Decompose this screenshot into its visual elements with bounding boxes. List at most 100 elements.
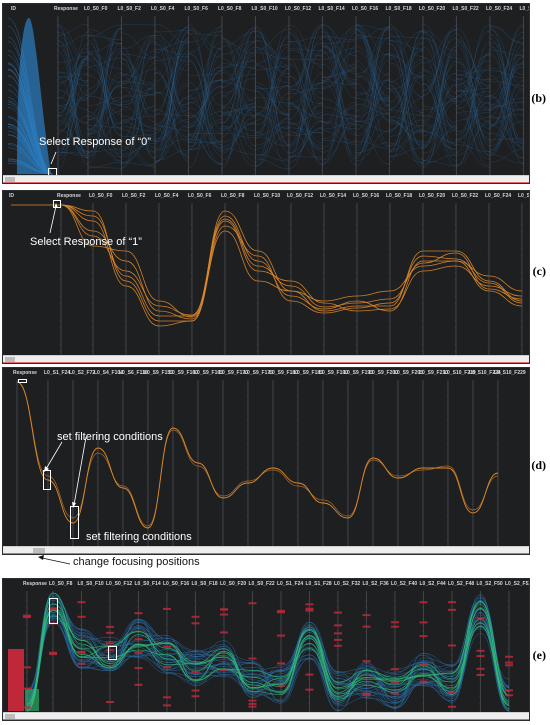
axis-label-l0-s9-f205[interactable]: L0_S9_F205: [394, 370, 423, 376]
axis-label-l0-s0-f18[interactable]: L0_S0_F18: [191, 581, 218, 587]
axis-label-l0-s0-f4[interactable]: L0_S0_F4: [155, 193, 179, 199]
data-line: [322, 98, 357, 116]
axis-label-l0-s0-f12[interactable]: L0_S0_F12: [285, 6, 312, 12]
axis-label-l0-s9-f155[interactable]: L0_S9_F155: [144, 370, 173, 376]
red-marker: [248, 702, 257, 705]
axis-label-l0-s2-f44[interactable]: L0_S2_F44: [419, 581, 446, 587]
axis-label-l0-s0-f4[interactable]: L0_S0_F4: [151, 6, 175, 12]
axis-label-l0-s9-f210[interactable]: L0_S9_F210: [419, 370, 448, 376]
scrollbar-thumb-e[interactable]: [5, 714, 15, 719]
axis-label-l0-s9-f170[interactable]: L0_S9_F170: [219, 370, 248, 376]
axis-label-l0-s0-f24[interactable]: L0_S0_F24: [485, 193, 512, 199]
axis-label-l0-s1-f28[interactable]: L0_S1_F28: [305, 581, 332, 587]
red-marker: [163, 645, 171, 648]
axis-label-l0-s0-f2[interactable]: L0_S0_F2: [117, 6, 141, 12]
axis-label-l0-s2-f50[interactable]: L0_S2_F50: [476, 581, 503, 587]
axis-label-l0-s10-f229[interactable]: L0_S10_F229: [494, 370, 526, 376]
axis-label-l0-s0-f20[interactable]: L0_S0_F20: [220, 581, 247, 587]
axis-label-l0-s0-f22[interactable]: L0_S0_F22: [248, 581, 275, 587]
axis-label-l0-s0-f20[interactable]: L0_S0_F20: [419, 193, 446, 199]
axis-label-l0-s4-f104[interactable]: L0_S4_F104: [94, 370, 123, 376]
axis-label-l0-s0-f26[interactable]: L0_S0_F26: [519, 6, 530, 12]
axis-label-l0-s10-f224[interactable]: L0_S10_F224: [469, 370, 501, 376]
axis-label-l0-s0-f14[interactable]: L0_S0_F14: [134, 581, 161, 587]
axis-label-l0-s0-f2[interactable]: L0_S0_F2: [122, 193, 146, 199]
data-line: [456, 57, 491, 141]
axis-label-l0-s6-f118[interactable]: L0_S6_F118: [119, 370, 148, 376]
axis-label-l0-s9-f185[interactable]: L0_S9_F185: [294, 370, 323, 376]
parallel-coordinates-plot-e[interactable]: [3, 579, 530, 721]
data-line: [355, 29, 390, 122]
axis-label-response[interactable]: Response: [57, 193, 81, 199]
axis-label-l0-s0-f18[interactable]: L0_S0_F18: [386, 193, 413, 199]
axis-label-l0-s0-f14[interactable]: L0_S0_F14: [318, 6, 345, 12]
axis-label-l0-s0-f16[interactable]: L0_S0_F16: [352, 6, 379, 12]
axis-label-l0-s0-f16[interactable]: L0_S0_F16: [163, 581, 190, 587]
axis-label-response[interactable]: Response: [13, 370, 37, 376]
axis-label-l0-s0-f8[interactable]: L0_S0_F8: [218, 6, 242, 12]
parallel-coordinates-plot-d[interactable]: [3, 368, 530, 555]
axis-label-l0-s0-f10[interactable]: L0_S0_F10: [251, 6, 278, 12]
data-line: [26, 607, 510, 706]
axis-label-l0-s0-f22[interactable]: L0_S0_F22: [452, 6, 479, 12]
axis-label-l0-s1-f24[interactable]: L0_S1_F24: [277, 581, 304, 587]
horizontal-scrollbar-e[interactable]: [3, 712, 529, 720]
filter-box-e1[interactable]: [49, 598, 58, 624]
filter-box-1[interactable]: [43, 470, 51, 490]
horizontal-scrollbar-b[interactable]: [3, 175, 529, 183]
scrollbar-thumb-d[interactable]: [33, 548, 45, 553]
axis-label-l0-s0-f12[interactable]: L0_S0_F12: [287, 193, 314, 199]
axis-label-l0-s9-f160[interactable]: L0_S9_F160: [169, 370, 198, 376]
parallel-coordinates-plot-b[interactable]: [3, 4, 530, 184]
axis-label-l0-s0-f14[interactable]: L0_S0_F14: [320, 193, 347, 199]
axis-label-l0-s0-f24[interactable]: L0_S0_F24: [486, 6, 513, 12]
horizontal-scrollbar-c[interactable]: [3, 355, 529, 363]
axis-label-l0-s1-f24[interactable]: L0_S1_F24: [44, 370, 71, 376]
scrollbar-thumb-c[interactable]: [5, 357, 15, 362]
axis-label-l0-s0-f10[interactable]: L0_S0_F10: [77, 581, 104, 587]
axis-label-l0-s2-f48[interactable]: L0_S2_F48: [448, 581, 475, 587]
axis-label-l0-s2-f52[interactable]: L0_S2_F52: [505, 581, 530, 587]
axis-label-l0-s9-f165[interactable]: L0_S9_F165: [194, 370, 223, 376]
axis-label-l0-s0-f6[interactable]: L0_S0_F6: [184, 6, 208, 12]
axis-label-l0-s2-f40[interactable]: L0_S2_F40: [391, 581, 418, 587]
data-line: [154, 149, 189, 161]
axis-label-l0-s9-f180[interactable]: L0_S9_F180: [269, 370, 298, 376]
axis-label-l0-s0-f10[interactable]: L0_S0_F10: [254, 193, 281, 199]
axis-label-l0-s0-f16[interactable]: L0_S0_F16: [353, 193, 380, 199]
axis-label-l0-s2-f32[interactable]: L0_S2_F32: [334, 581, 361, 587]
axis-label-l0-s0-f22[interactable]: L0_S0_F22: [452, 193, 479, 199]
data-line: [422, 29, 457, 96]
axis-label-l0-s0-f20[interactable]: L0_S0_F20: [419, 6, 446, 12]
axis-label-l0-s10-f219[interactable]: L0_S10_F219: [444, 370, 476, 376]
axis-label-l0-s2-f72[interactable]: L0_S2_F72: [69, 370, 96, 376]
axis-label-l0-s0-f8[interactable]: L0_S0_F8: [49, 581, 73, 587]
axis-label-l0-s9-f190[interactable]: L0_S9_F190: [319, 370, 348, 376]
filter-box-top[interactable]: [18, 379, 27, 383]
axis-label-l0-s0-f6[interactable]: L0_S0_F6: [188, 193, 212, 199]
data-line: [87, 97, 122, 106]
data-line: [355, 120, 390, 132]
axis-label-l0-s0-f12[interactable]: L0_S0_F12: [106, 581, 133, 587]
selection-box-response-1[interactable]: [53, 200, 61, 208]
data-line: [154, 26, 189, 116]
axis-label-response[interactable]: Response: [23, 581, 47, 587]
parallel-coordinates-plot-c[interactable]: [3, 191, 530, 364]
axis-label-l0-s0-f0[interactable]: L0_S0_F0: [84, 6, 108, 12]
scrollbar-thumb-b[interactable]: [5, 177, 15, 182]
filter-box-2[interactable]: [70, 506, 79, 539]
data-line: [57, 129, 89, 152]
filter-box-e2[interactable]: [108, 646, 117, 660]
axis-label-l0-s2-f36[interactable]: L0_S2_F36: [362, 581, 389, 587]
data-line: [154, 41, 189, 162]
axis-label-l0-s0-f0[interactable]: L0_S0_F0: [89, 193, 113, 199]
horizontal-scrollbar-d[interactable]: [3, 546, 529, 554]
axis-label-l0-s9-f200[interactable]: L0_S9_F200: [369, 370, 398, 376]
axis-label-response[interactable]: Response: [54, 6, 78, 12]
axis-label-l0-s0-f18[interactable]: L0_S0_F18: [385, 6, 412, 12]
axis-label-l0-s0-f8[interactable]: L0_S0_F8: [221, 193, 245, 199]
axis-label-l0-s9-f195[interactable]: L0_S9_F195: [344, 370, 373, 376]
axis-label-l0-s9-f175[interactable]: L0_S9_F175: [244, 370, 273, 376]
axis-label-l0-s0-f26[interactable]: L0_S0_F26: [518, 193, 530, 199]
data-line: [154, 63, 189, 163]
